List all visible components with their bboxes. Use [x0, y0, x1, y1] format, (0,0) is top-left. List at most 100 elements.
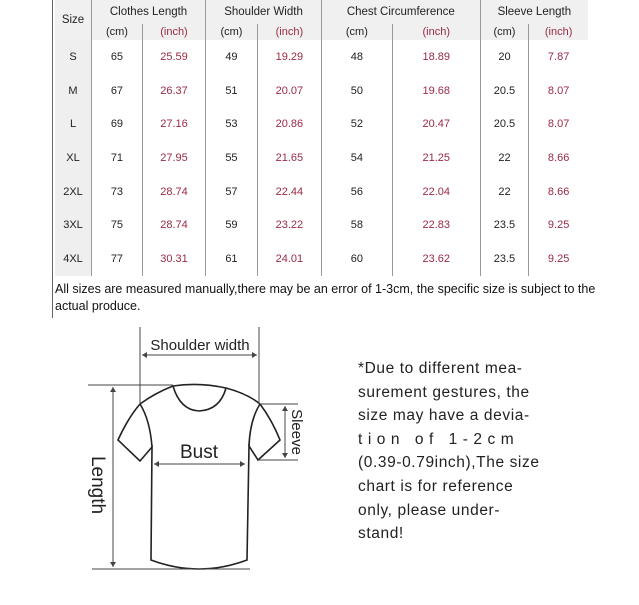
cm-value: 20	[479, 40, 529, 74]
cm-value: 20.5	[479, 107, 529, 142]
group-header: Clothes Length	[90, 0, 206, 24]
inch-value: 30.31	[141, 242, 206, 276]
cm-value: 67	[91, 73, 143, 108]
unit-inch: (inch)	[256, 24, 322, 40]
cm-value: 49	[205, 40, 258, 74]
inch-value: 28.74	[141, 174, 206, 209]
inch-value: 23.22	[256, 208, 322, 243]
bust-label: Bust	[180, 442, 219, 463]
left-border-line	[52, 0, 53, 318]
inch-value: 22.04	[391, 174, 481, 209]
inch-value: 22.44	[256, 174, 322, 209]
sleeve-label: Sleeve	[288, 409, 305, 455]
cm-value: 48	[320, 40, 393, 74]
disclaimer-line: surement gestures, the	[358, 383, 530, 401]
disclaimer-line: chart is for reference	[358, 477, 514, 495]
inch-value: 9.25	[528, 242, 588, 276]
group-header: Chest Circumference	[320, 0, 481, 24]
size-cell: M	[55, 73, 92, 108]
size-cell: S	[55, 40, 92, 74]
cm-value: 22	[479, 174, 529, 209]
size-cell: 3XL	[55, 208, 92, 243]
inch-value: 26.37	[141, 73, 206, 108]
inch-value: 7.87	[528, 40, 588, 74]
inch-value: 8.66	[528, 174, 588, 209]
cm-value: 50	[320, 73, 393, 108]
cm-value: 73	[91, 174, 143, 209]
inch-value: 8.07	[528, 73, 588, 108]
table-row: 3XL 75 28.74 59 23.22 58 22.83 23.5 9.25	[55, 208, 588, 243]
unit-cm: (cm)	[479, 24, 529, 40]
cm-value: 77	[91, 242, 143, 276]
size-cell: XL	[55, 141, 92, 175]
cm-value: 59	[205, 208, 258, 243]
inch-value: 23.62	[391, 242, 481, 276]
cm-value: 57	[205, 174, 258, 209]
cm-value: 23.5	[479, 242, 529, 276]
unit-inch: (inch)	[141, 24, 206, 40]
inch-value: 21.65	[256, 141, 322, 175]
disclaimer-line: (0.39-0.79inch),The size	[358, 454, 540, 472]
cm-value: 69	[91, 107, 143, 142]
group-header: Sleeve Length	[479, 0, 588, 24]
inch-value: 22.83	[391, 208, 481, 243]
size-chart-table: Size Clothes Length Shoulder Width Chest…	[55, 0, 588, 276]
cm-value: 58	[320, 208, 393, 243]
inch-value: 9.25	[528, 208, 588, 243]
table-header-row: Size Clothes Length Shoulder Width Chest…	[55, 0, 588, 40]
unit-cm: (cm)	[91, 24, 143, 40]
measurement-disclaimer: *Due to different mea-surement gestures,…	[358, 357, 558, 546]
cm-value: 53	[205, 107, 258, 142]
disclaimer-line: size may have a devia-	[358, 407, 530, 425]
disclaimer-line: only, please under-	[358, 501, 501, 519]
shoulder-width-label: Shoulder width	[150, 337, 249, 354]
inch-value: 18.89	[391, 40, 481, 74]
cm-value: 71	[91, 141, 143, 175]
inch-value: 20.47	[391, 107, 481, 142]
disclaimer-line: *Due to different mea-	[358, 360, 523, 377]
table-row: M 67 26.37 51 20.07 50 19.68 20.5 8.07	[55, 73, 588, 108]
table-row: S 65 25.59 49 19.29 48 18.89 20 7.87	[55, 40, 588, 74]
cm-value: 54	[320, 141, 393, 175]
group-header: Shoulder Width	[205, 0, 322, 24]
unit-inch: (inch)	[391, 24, 481, 40]
cm-value: 61	[205, 242, 258, 276]
inch-value: 19.29	[256, 40, 322, 74]
table-row: 2XL 73 28.74 57 22.44 56 22.04 22 8.66	[55, 174, 588, 209]
tshirt-neck	[172, 385, 227, 412]
cm-value: 52	[320, 107, 393, 142]
length-label: Length	[87, 456, 108, 514]
inch-value: 8.66	[528, 141, 588, 175]
inch-value: 28.74	[141, 208, 206, 243]
cm-value: 75	[91, 208, 143, 243]
table-row: 4XL 77 30.31 61 24.01 60 23.62 23.5 9.25	[55, 242, 588, 276]
size-cell: 2XL	[55, 174, 92, 209]
inch-value: 20.07	[256, 73, 322, 108]
inch-value: 25.59	[141, 40, 206, 74]
unit-cm: (cm)	[320, 24, 393, 40]
table-row: XL 71 27.95 55 21.65 54 21.25 22 8.66	[55, 141, 588, 175]
table-row: L 69 27.16 53 20.86 52 20.47 20.5 8.07	[55, 107, 588, 142]
inch-value: 19.68	[391, 73, 481, 108]
size-cell: 4XL	[55, 242, 92, 276]
inch-value: 27.95	[141, 141, 206, 175]
inch-value: 8.07	[528, 107, 588, 142]
cm-value: 56	[320, 174, 393, 209]
cm-value: 23.5	[479, 208, 529, 243]
inch-value: 24.01	[256, 242, 322, 276]
cm-value: 22	[479, 141, 529, 175]
size-cell: L	[55, 107, 92, 142]
inch-value: 27.16	[141, 107, 206, 142]
unit-inch: (inch)	[528, 24, 588, 40]
unit-header-row: (cm) (inch) (cm) (inch) (cm) (inch) (cm) (inch)	[55, 24, 588, 40]
disclaimer-line: t i o n o f 1 - 2 c m	[358, 430, 515, 448]
measurement-note: All sizes are measured manually,there ma…	[55, 282, 596, 313]
inch-value: 21.25	[391, 141, 481, 175]
cm-value: 51	[205, 73, 258, 108]
cm-value: 60	[320, 242, 393, 276]
tshirt-outline	[117, 383, 281, 570]
cm-value: 20.5	[479, 73, 529, 108]
inch-value: 20.86	[256, 107, 322, 142]
cm-value: 55	[205, 141, 258, 175]
